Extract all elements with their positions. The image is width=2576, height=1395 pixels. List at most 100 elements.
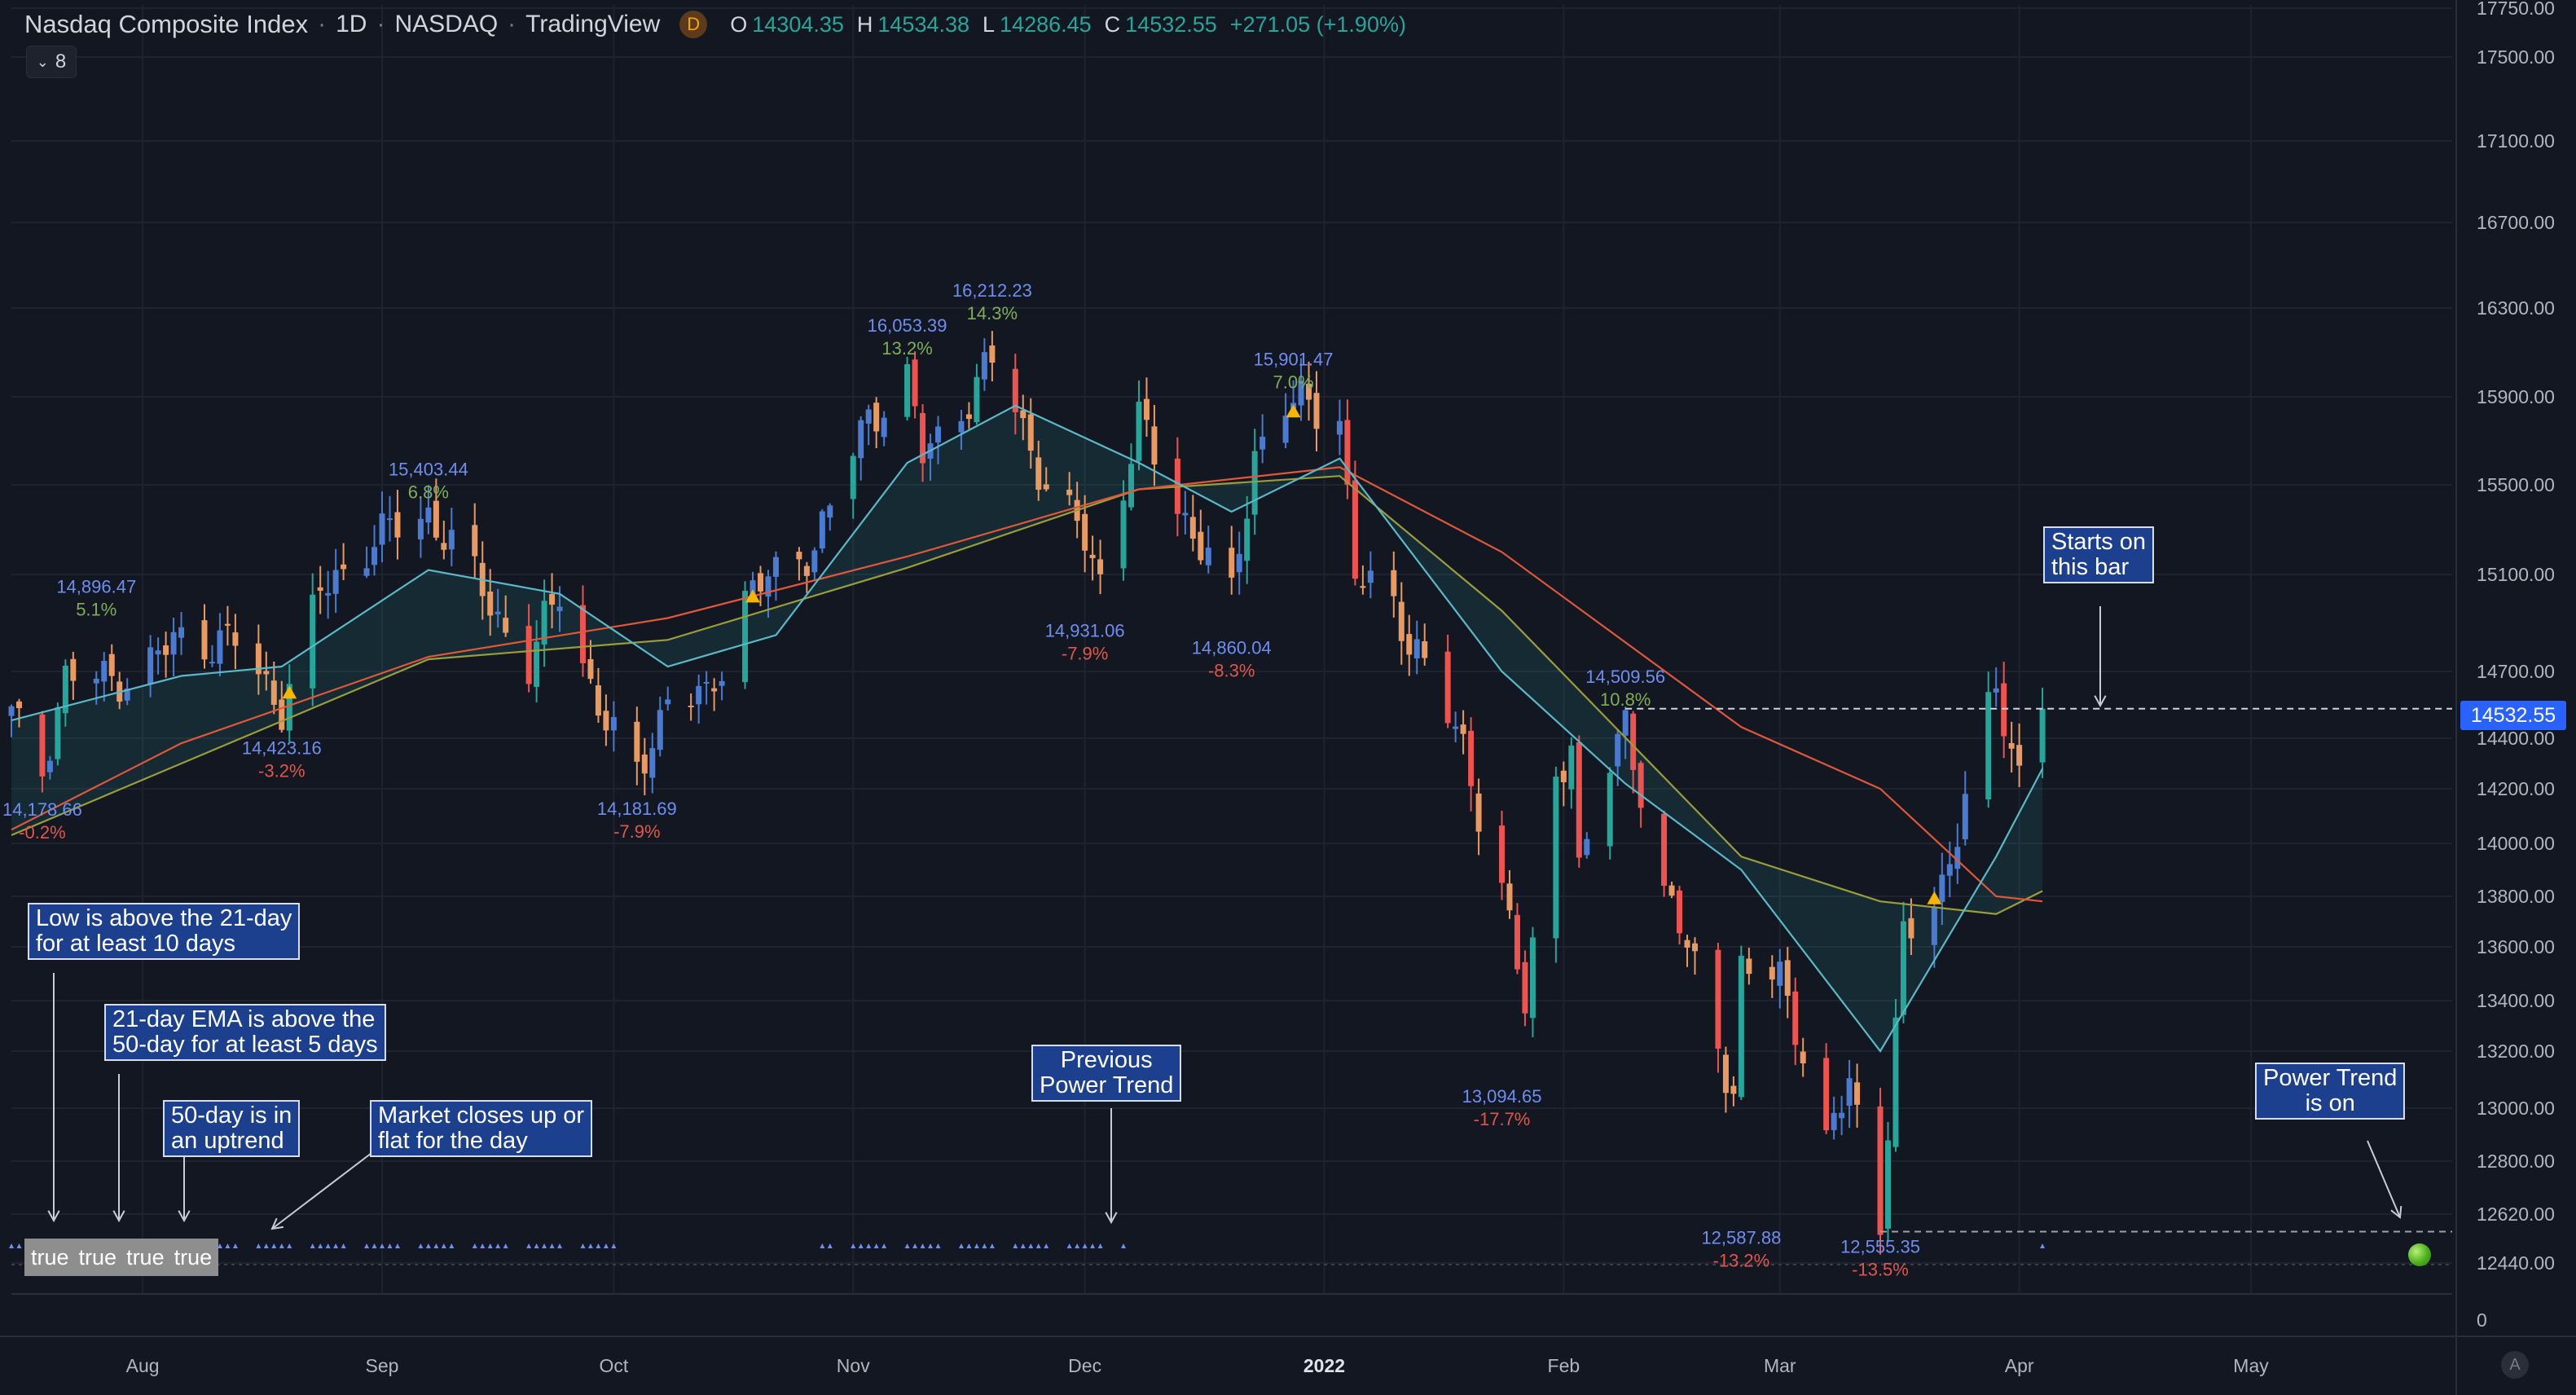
candle-body xyxy=(1453,726,1459,729)
candle-body xyxy=(1344,420,1351,485)
annotation-arrows xyxy=(47,606,2402,1230)
note-previous-power-trend[interactable]: Previous Power Trend xyxy=(1031,1045,1182,1102)
candle-body xyxy=(1406,634,1413,655)
candle-body xyxy=(217,630,223,664)
time-axis-label: Oct xyxy=(599,1355,628,1376)
indicators-toggle-button[interactable]: ⌄ 8 xyxy=(26,46,77,78)
power-trend-marker xyxy=(310,1243,315,1248)
candle-body xyxy=(371,547,378,565)
power-trend-marker xyxy=(418,1243,424,1248)
candle-body xyxy=(1962,794,1968,840)
power-trend-marker xyxy=(928,1243,934,1248)
candle-body xyxy=(819,511,825,549)
candle-body xyxy=(62,666,68,714)
power-trend-marker xyxy=(256,1243,262,1248)
pivot-low-pct: -13.2% xyxy=(1713,1251,1770,1271)
delayed-badge-icon[interactable]: D xyxy=(679,11,708,38)
separator-dot: · xyxy=(318,11,327,37)
candle-body xyxy=(1506,883,1513,911)
candle-body xyxy=(1444,651,1451,724)
power-trend-marker xyxy=(974,1243,979,1248)
price-axis-label: 12800.00 xyxy=(2477,1151,2555,1172)
candle-body xyxy=(1306,383,1312,400)
candle-body xyxy=(417,518,424,539)
candle-body xyxy=(1205,548,1211,565)
candle-body xyxy=(850,455,856,499)
price-axis-label: 17750.00 xyxy=(2477,0,2555,19)
note-uptrend[interactable]: 50-day is in an uptrend xyxy=(163,1100,301,1157)
arrow-head xyxy=(2390,1205,2402,1219)
note-low-above[interactable]: Low is above the 21-day for at least 10 … xyxy=(28,903,301,960)
interval[interactable]: 1D xyxy=(336,11,367,37)
candle-body xyxy=(1198,531,1204,561)
candle-body xyxy=(394,512,401,538)
pivot-low-pct: -17.7% xyxy=(1474,1109,1531,1129)
candle-body xyxy=(1259,436,1266,450)
pivot-low-value: 14,860.04 xyxy=(1192,637,1272,658)
candle-body xyxy=(772,557,779,577)
candle-body xyxy=(1027,414,1034,451)
arrow-line xyxy=(271,1150,376,1230)
pivot-low-value: 14,423.16 xyxy=(242,738,322,759)
price-axis-label: 13600.00 xyxy=(2477,936,2555,957)
note-ema-above[interactable]: 21-day EMA is above the 50-day for at le… xyxy=(104,1004,386,1061)
candle-body xyxy=(1784,960,1791,996)
candle-body xyxy=(1884,1140,1891,1229)
candle-body xyxy=(1630,713,1637,770)
candle-body xyxy=(1553,777,1559,939)
arrow-head xyxy=(47,1210,60,1223)
time-axis-label: Mar xyxy=(1764,1355,1796,1376)
power-trend-marker xyxy=(9,1243,14,1248)
power-trend-marker xyxy=(920,1243,925,1248)
candle-body xyxy=(2001,683,2007,737)
candle-body xyxy=(1244,518,1251,561)
price-axis-label: 15900.00 xyxy=(2477,386,2555,407)
symbol-name[interactable]: Nasdaq Composite Index xyxy=(24,10,309,38)
signal-triangle xyxy=(745,589,761,603)
note-power-trend-on[interactable]: Power Trend is on xyxy=(2255,1063,2406,1120)
pivot-high-value: 15,901.47 xyxy=(1254,350,1334,370)
power-trend-marker xyxy=(232,1243,238,1248)
candle-body xyxy=(441,543,447,550)
candle-body xyxy=(147,647,154,685)
power-trend-marker xyxy=(603,1243,609,1248)
candle-body xyxy=(1012,368,1018,412)
power-trend-marker xyxy=(827,1243,833,1248)
time-axis-label: Feb xyxy=(1548,1355,1580,1376)
candle-body xyxy=(39,714,46,777)
candle-body xyxy=(232,632,239,646)
candle-body xyxy=(1993,688,1999,693)
power-trend-marker xyxy=(1090,1243,1096,1248)
candle-body xyxy=(796,552,802,560)
candle-body xyxy=(765,576,771,597)
candle-body xyxy=(386,518,393,521)
candle-body xyxy=(1560,770,1567,783)
candle-body xyxy=(1900,921,1906,1015)
note-starts-on[interactable]: Starts on this bar xyxy=(2043,526,2155,583)
power-trend-marker xyxy=(966,1243,972,1248)
candle-body xyxy=(665,699,671,705)
power-trend-marker xyxy=(217,1243,222,1248)
power-trend-marker xyxy=(1013,1243,1018,1248)
price-axis-label: 17500.00 xyxy=(2477,46,2555,68)
power-trend-marker xyxy=(534,1243,539,1248)
note-market-closes[interactable]: Market closes up or flat for the day xyxy=(370,1100,593,1157)
power-trend-marker xyxy=(596,1243,601,1248)
arrow-head xyxy=(178,1210,191,1223)
power-trend-marker xyxy=(279,1243,284,1248)
candle-body xyxy=(1715,949,1721,1049)
candle-body xyxy=(1985,692,1992,800)
candle-body xyxy=(1460,724,1466,734)
candle-body xyxy=(1954,847,1961,869)
candle-body xyxy=(711,688,718,692)
candle-body xyxy=(1738,955,1744,1098)
auto-scale-button[interactable]: A xyxy=(2501,1351,2529,1379)
ema21-line xyxy=(11,404,2044,1053)
pivot-high-value: 14,896.47 xyxy=(56,577,136,597)
candle-body xyxy=(1854,1082,1861,1105)
candle-body xyxy=(1908,918,1914,939)
price-axis-label: 12620.00 xyxy=(2477,1204,2555,1225)
pivot-low-pct: -7.9% xyxy=(1062,643,1108,663)
candle-body xyxy=(1298,381,1304,406)
